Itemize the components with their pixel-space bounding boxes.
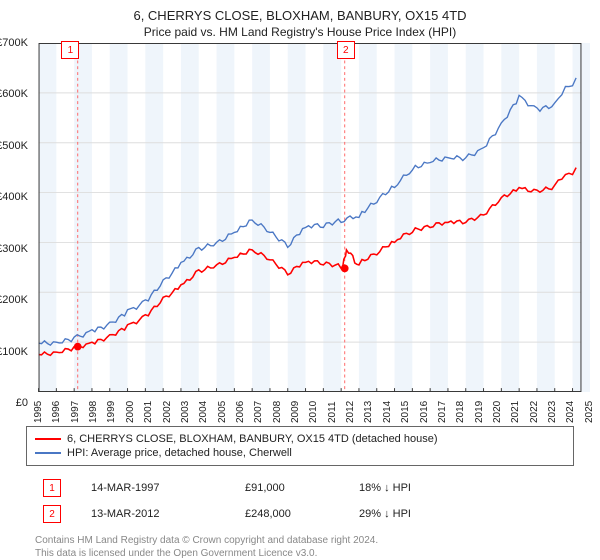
legend-swatch (35, 438, 61, 440)
event-badge: 1 (61, 41, 79, 59)
legend-swatch (35, 452, 61, 454)
legend-item: 6, CHERRYS CLOSE, BLOXHAM, BANBURY, OX15… (35, 432, 565, 446)
x-axis-labels: 1995199619971998199920002001200220032004… (30, 392, 590, 420)
marker-date: 14-MAR-1997 (85, 476, 237, 500)
table-row: 1 14-MAR-1997 £91,000 18% ↓ HPI (37, 476, 563, 500)
marker-delta: 18% ↓ HPI (353, 476, 563, 500)
markers-table: 1 14-MAR-1997 £91,000 18% ↓ HPI 2 13-MAR… (35, 474, 565, 528)
marker-badge: 2 (43, 505, 61, 523)
page-subtitle: Price paid vs. HM Land Registry's House … (144, 25, 456, 39)
legend-box: 6, CHERRYS CLOSE, BLOXHAM, BANBURY, OX15… (26, 426, 574, 466)
table-row: 2 13-MAR-2012 £248,000 29% ↓ HPI (37, 502, 563, 526)
legend-item: HPI: Average price, detached house, Cher… (35, 446, 565, 460)
page-title: 6, CHERRYS CLOSE, BLOXHAM, BANBURY, OX15… (133, 8, 466, 23)
y-axis-labels: £0£100K£200K£300K£400K£500K£600K£700K (0, 43, 28, 392)
chart-area: £0£100K£200K£300K£400K£500K£600K£700K 19… (30, 43, 590, 392)
marker-date: 13-MAR-2012 (85, 502, 237, 526)
marker-price: £91,000 (239, 476, 351, 500)
footer-text: Contains HM Land Registry data © Crown c… (35, 534, 565, 560)
marker-delta: 29% ↓ HPI (353, 502, 563, 526)
legend-label: 6, CHERRYS CLOSE, BLOXHAM, BANBURY, OX15… (67, 433, 438, 445)
legend-label: HPI: Average price, detached house, Cher… (67, 447, 292, 459)
marker-badge: 1 (43, 479, 61, 497)
marker-price: £248,000 (239, 502, 351, 526)
event-badge: 2 (337, 41, 355, 59)
chart-svg (30, 43, 590, 392)
